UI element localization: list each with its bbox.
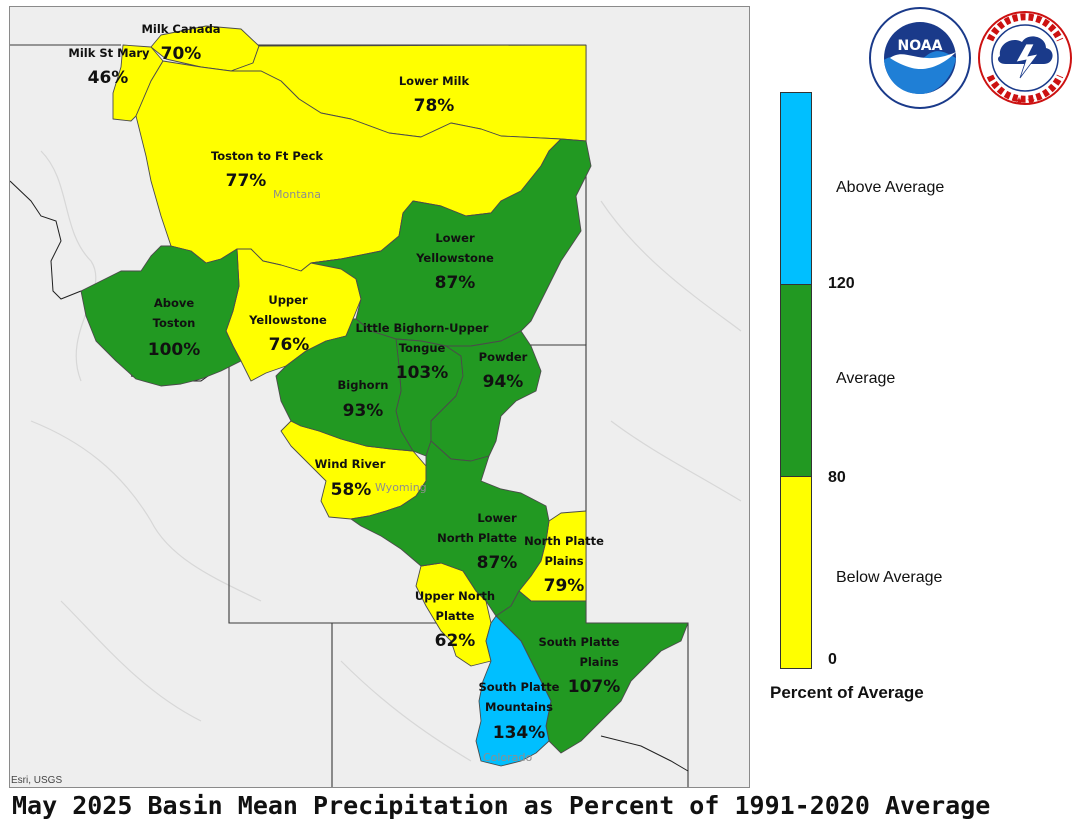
basin-label-south-platte-plains-1: South Platte: [539, 635, 620, 649]
legend-break-80: 80: [828, 469, 846, 486]
basin-label-upper-yellowstone-2: Yellowstone: [248, 313, 327, 327]
basin-value-north-platte-plains: 79%: [544, 576, 585, 596]
basin-value-milk-st-mary: 46%: [88, 68, 129, 88]
basin-value-bighorn: 93%: [343, 401, 384, 421]
basin-value-milk-canada: 70%: [161, 44, 202, 64]
state-label-wyoming: Wyoming: [375, 481, 427, 494]
nws-logo: ★ ★: [978, 11, 1072, 107]
basin-shape-milk-st-mary: [112, 44, 164, 122]
basin-value-toston-ft-peck: 77%: [226, 171, 267, 191]
basin-label-upper-north-platte-1: Upper North: [415, 589, 495, 603]
montana-north-basins: [112, 25, 587, 667]
legend-break-0: 0: [828, 651, 837, 668]
basin-label-lower-north-platte-1: Lower: [477, 511, 517, 525]
basin-label-lower-north-platte-2: North Platte: [437, 531, 517, 545]
basin-labels: Milk Canada 70% Milk St Mary 46% Lower M…: [68, 22, 620, 743]
basin-label-above-toston-2: Toston: [153, 316, 196, 330]
basin-map: Montana Wyoming Colorado Milk Canada 70%…: [10, 22, 742, 787]
basin-value-upper-yellowstone: 76%: [269, 335, 310, 355]
state-label-colorado: Colorado: [483, 751, 532, 764]
basin-label-south-platte-plains-2: Plains: [579, 655, 618, 669]
basin-value-south-platte-mountains: 134%: [493, 723, 546, 743]
legend-swatch-average: [780, 284, 812, 478]
state-label-montana: Montana: [273, 188, 321, 201]
legend-label-below: Below Average: [836, 569, 943, 586]
new-mexico-hint: [600, 735, 689, 772]
map-attribution: Esri, USGS: [11, 775, 63, 786]
basin-label-lower-yellowstone-2: Yellowstone: [415, 251, 494, 265]
average-basins: [80, 138, 689, 754]
basin-label-north-platte-plains-2: Plains: [544, 554, 583, 568]
legend-swatch-above: [780, 92, 812, 286]
basin-label-powder: Powder: [479, 350, 528, 364]
map-frame: Montana Wyoming Colorado Milk Canada 70%…: [9, 6, 750, 788]
basin-value-lower-north-platte: 87%: [477, 553, 518, 573]
basin-label-south-platte-mountains-1: South Platte: [479, 680, 560, 694]
basin-label-upper-north-platte-2: Platte: [436, 609, 475, 623]
basin-label-milk-canada: Milk Canada: [141, 22, 220, 36]
page-title: May 2025 Basin Mean Precipitation as Per…: [12, 791, 991, 820]
legend-label-above: Above Average: [836, 179, 945, 196]
svg-text:★ ★: ★ ★: [1014, 96, 1035, 107]
basin-value-wind-river: 58%: [331, 480, 372, 500]
basin-label-upper-yellowstone-1: Upper: [268, 293, 308, 307]
basin-label-milk-st-mary: Milk St Mary: [68, 46, 150, 60]
idaho-border: [10, 180, 82, 300]
basin-label-lower-yellowstone-1: Lower: [435, 231, 475, 245]
basin-label-south-platte-mountains-2: Mountains: [485, 700, 553, 714]
basin-shape-powder: [430, 330, 542, 462]
basin-value-lower-yellowstone: 87%: [435, 273, 476, 293]
legend-break-120: 120: [828, 275, 855, 292]
basin-value-little-bighorn: 103%: [396, 363, 449, 383]
basin-label-north-platte-plains-1: North Platte: [524, 534, 604, 548]
basin-value-powder: 94%: [483, 372, 524, 392]
basin-value-above-toston: 100%: [148, 340, 201, 360]
noaa-logo-center-text: NOAA: [898, 38, 943, 54]
basin-shape-bighorn: [275, 318, 414, 452]
legend-title: Percent of Average: [770, 683, 924, 702]
basin-value-upper-north-platte: 62%: [435, 631, 476, 651]
basin-label-little-bighorn-1: Little Bighorn-Upper: [356, 321, 489, 335]
legend-swatch-below: [780, 476, 812, 669]
basin-label-toston-ft-peck: Toston to Ft Peck: [211, 149, 323, 163]
basin-shape-south-platte-mountains: [475, 615, 552, 767]
basin-label-lower-milk: Lower Milk: [399, 74, 470, 88]
basin-label-above-toston-1: Above: [154, 296, 195, 310]
basin-label-little-bighorn-2: Tongue: [399, 341, 446, 355]
basin-label-bighorn: Bighorn: [338, 378, 389, 392]
noaa-logo: NOAA: [869, 7, 971, 109]
basin-shape-above-toston: [80, 245, 242, 387]
legend-label-average: Average: [836, 370, 896, 387]
terrain-shading: [30, 150, 742, 762]
basin-label-wind-river: Wind River: [315, 457, 386, 471]
basin-value-lower-milk: 78%: [414, 96, 455, 116]
basin-value-south-platte-plains: 107%: [568, 677, 621, 697]
